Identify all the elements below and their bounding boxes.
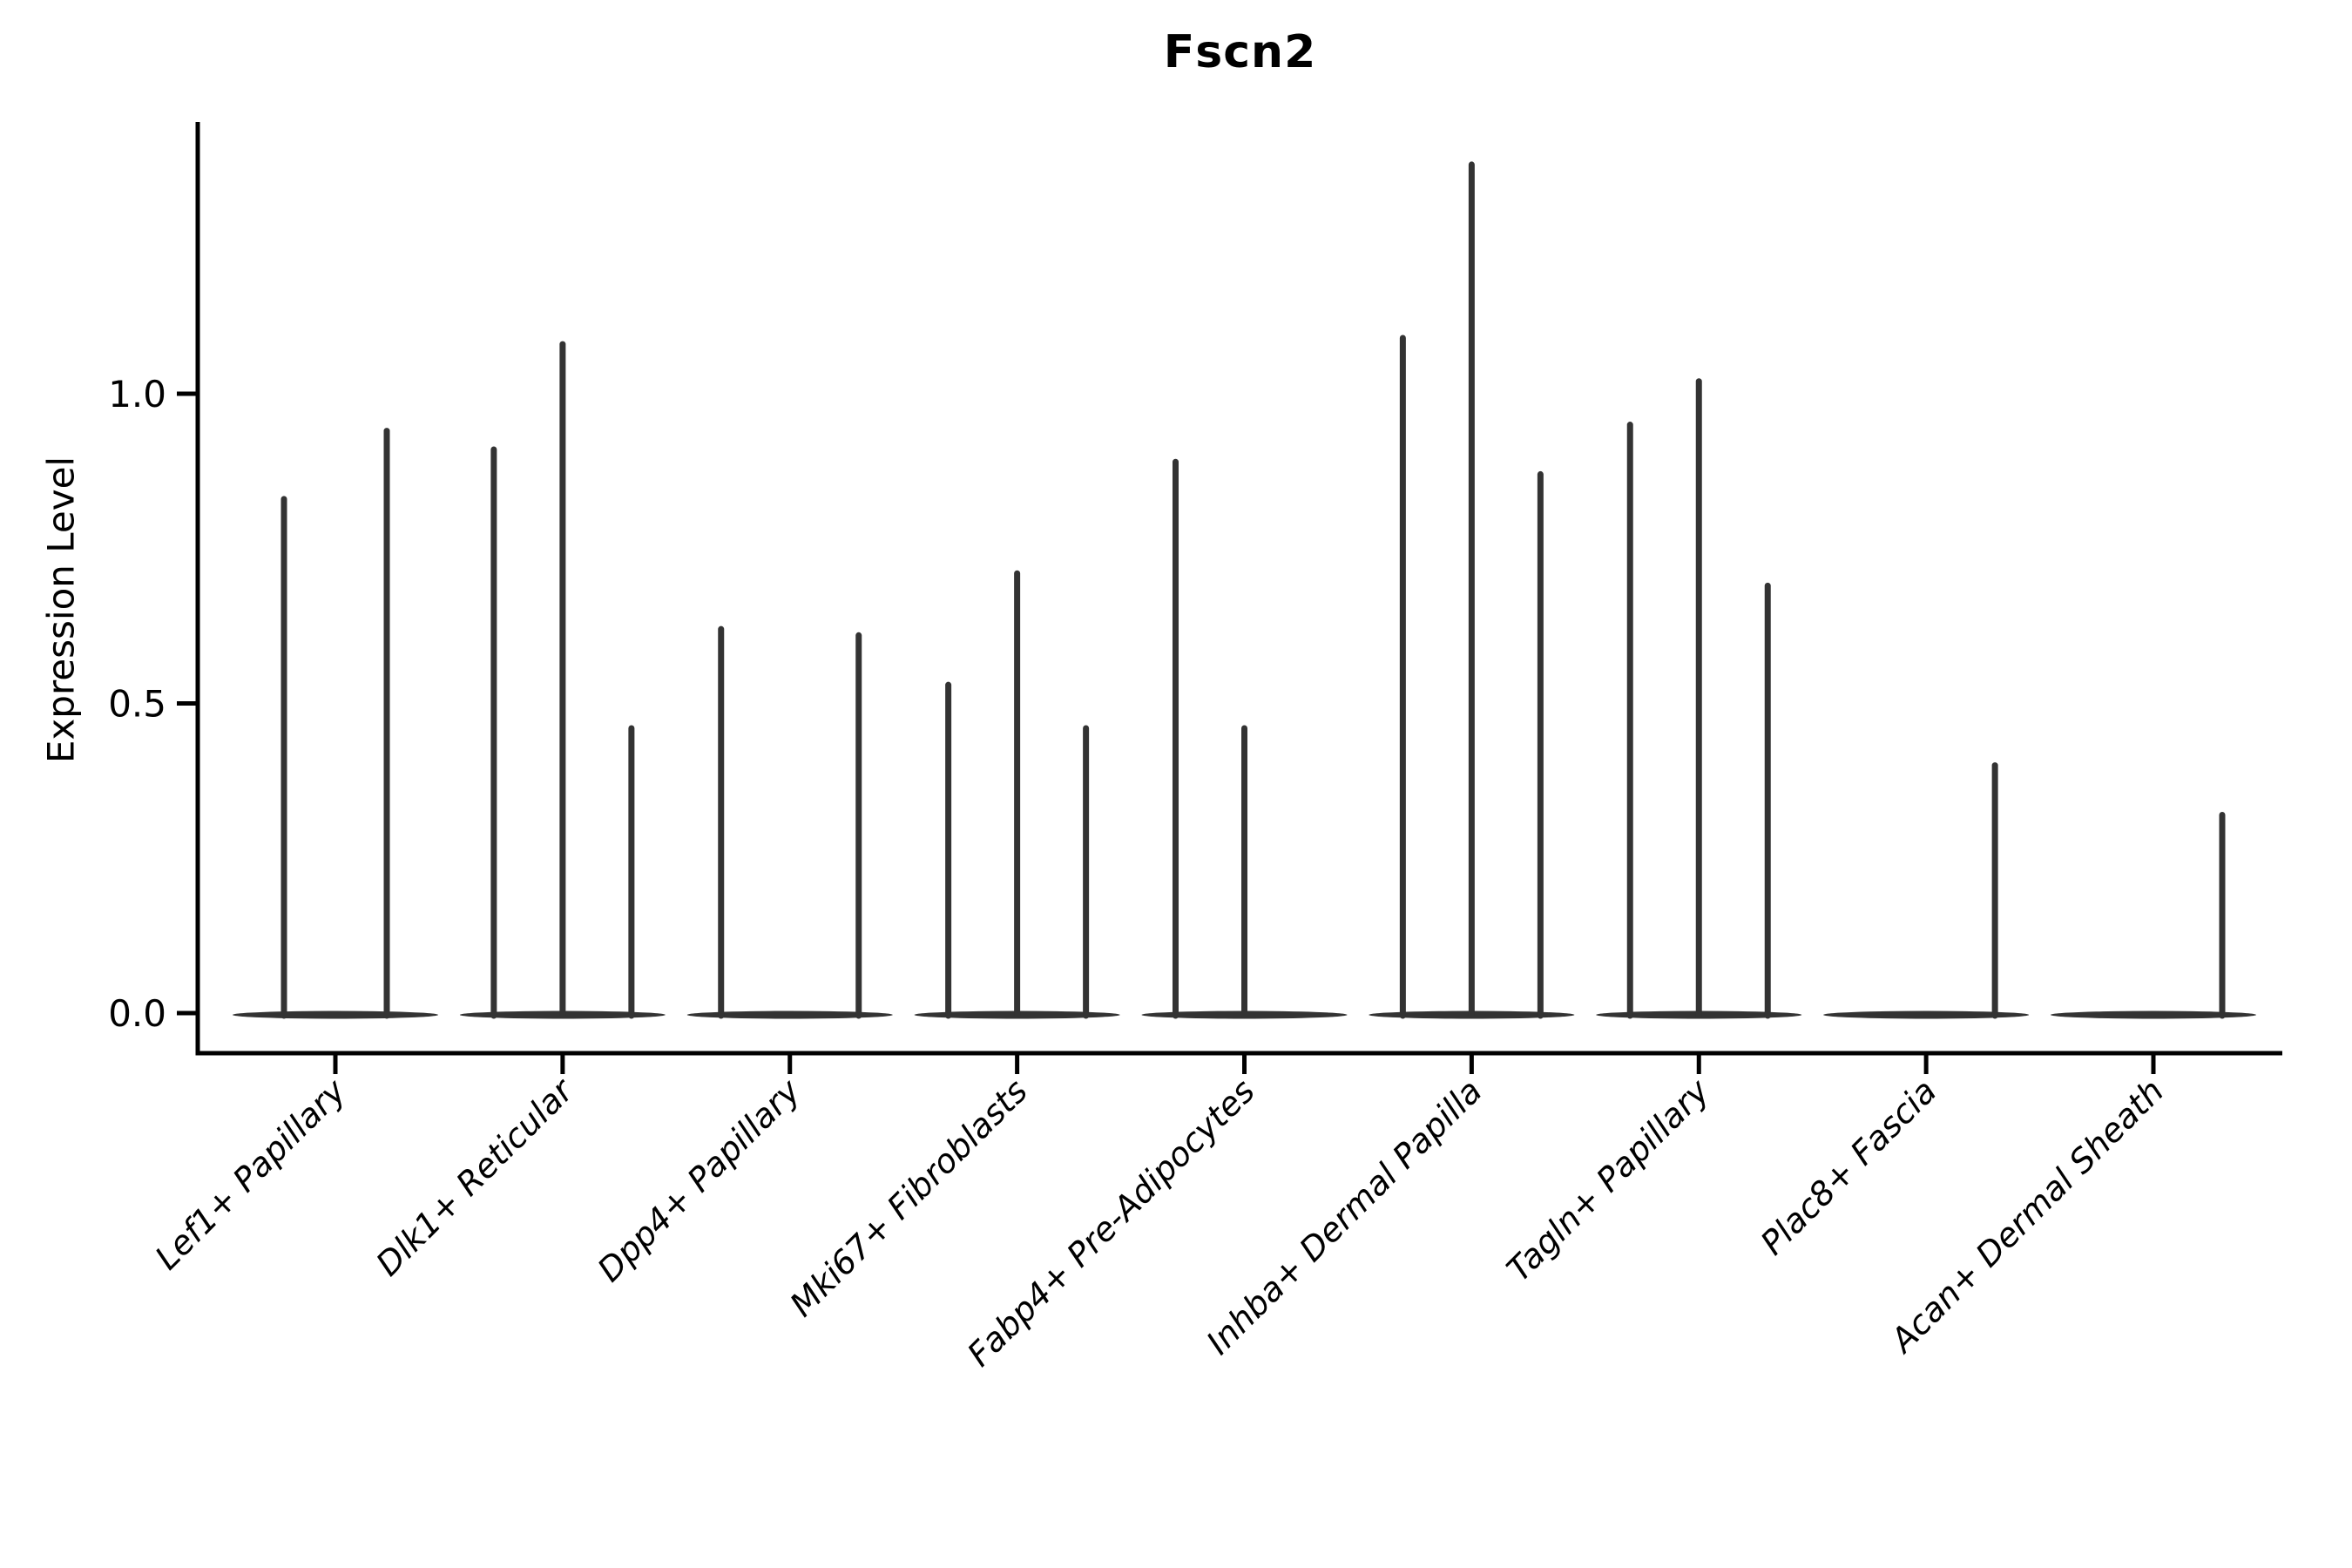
x-tick-label: Dpp4+ Papillary bbox=[591, 1071, 808, 1289]
violin-baseline bbox=[2051, 1010, 2256, 1019]
violin-baseline bbox=[233, 1010, 438, 1019]
x-tick-label: Dlk1+ Reticular bbox=[368, 1071, 582, 1284]
y-tick-label: 0.5 bbox=[108, 683, 166, 726]
y-tick-label: 1.0 bbox=[108, 373, 166, 416]
x-tick-label: Mki67+ Fibroblasts bbox=[782, 1071, 1035, 1324]
chart-title: Fscn2 bbox=[1163, 26, 1317, 78]
violin-baseline bbox=[686, 1010, 893, 1019]
x-tick-label: Tagln+ Papillary bbox=[1499, 1071, 1717, 1289]
violin-baseline bbox=[1823, 1010, 2030, 1019]
x-tick-label: Lef1+ Papillary bbox=[148, 1071, 354, 1277]
x-tick-label: Plac8+ Fascia bbox=[1754, 1071, 1944, 1262]
y-tick-label: 0.0 bbox=[108, 992, 166, 1035]
